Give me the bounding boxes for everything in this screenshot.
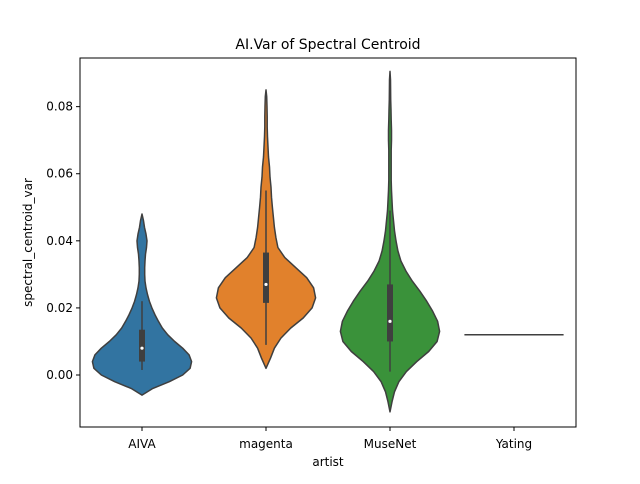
x-tick-label: MuseNet [364,437,417,451]
violin-aiva-iqr-box [139,329,145,362]
violin-aiva-median [140,346,144,350]
x-ticks: AIVA magenta MuseNet Yating [128,427,532,451]
violins-layer [91,70,564,413]
violin-musenet-iqr-box [387,284,393,342]
y-tick-label: 0.06 [46,167,73,181]
violin-magenta-iqr-box [263,252,269,303]
x-tick-label: AIVA [128,437,156,451]
x-axis-label: artist [312,455,344,469]
y-axis-label: spectral_centroid_var [21,178,35,307]
x-tick-label: magenta [239,437,293,451]
y-tick-label: 0.02 [46,301,73,315]
y-tick-label: 0.00 [46,368,73,382]
x-tick-label: Yating [495,437,532,451]
violin-musenet-median [388,319,392,323]
axes-frame [79,57,577,428]
violin-magenta-median [264,282,268,287]
y-ticks: 0.00 0.02 0.04 0.06 0.08 [46,100,80,382]
chart-title: AI.Var of Spectral Centroid [235,37,420,53]
y-tick-label: 0.08 [46,100,73,114]
y-tick-label: 0.04 [46,234,73,248]
